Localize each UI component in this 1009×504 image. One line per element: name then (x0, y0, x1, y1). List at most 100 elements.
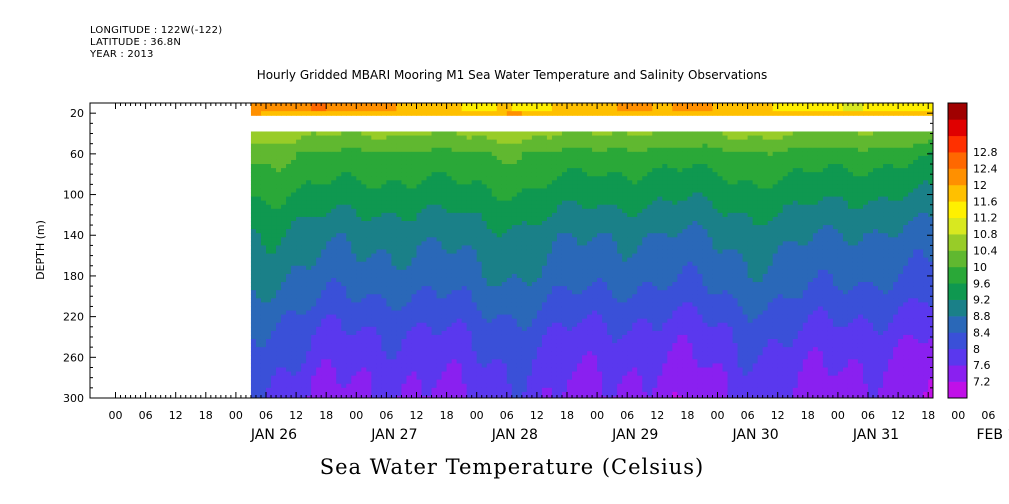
field-cell (336, 221, 342, 226)
field-cell (577, 143, 583, 149)
field-cell (572, 355, 578, 360)
field-cell (501, 391, 508, 397)
field-cell (296, 131, 302, 137)
field-cell (441, 172, 448, 177)
field-cell (466, 273, 473, 279)
field-cell (351, 277, 357, 283)
field-cell (456, 326, 463, 332)
field-cell (441, 188, 448, 194)
field-cell (431, 351, 438, 356)
field-cell (426, 111, 433, 116)
field-cell (371, 294, 377, 299)
field-cell (461, 221, 468, 226)
field-cell (597, 184, 603, 190)
field-cell (406, 257, 413, 263)
field-cell (266, 351, 272, 356)
field-cell (541, 298, 548, 303)
field-cell (326, 147, 332, 153)
field-cell (516, 363, 523, 369)
field-cell (446, 282, 453, 287)
field-cell (597, 212, 603, 218)
field-cell (421, 339, 428, 344)
field-cell (506, 347, 513, 352)
field-cell (561, 249, 568, 255)
field-cell (281, 176, 287, 181)
field-cell (356, 172, 362, 177)
field-cell (572, 143, 578, 149)
field-cell (597, 387, 603, 393)
field-cell (436, 379, 443, 385)
field-cell (481, 143, 488, 149)
field-cell (546, 286, 553, 291)
field-cell (481, 265, 488, 271)
field-cell (446, 237, 453, 242)
field-cell (351, 229, 357, 234)
field-cell (561, 347, 568, 352)
field-cell (431, 111, 438, 116)
field-cell (396, 257, 403, 263)
field-cell (516, 212, 523, 218)
field-cell (366, 159, 372, 165)
field-cell (255, 269, 262, 275)
field-cell (607, 375, 613, 381)
field-cell (567, 330, 573, 336)
field-cell (416, 221, 423, 226)
field-cell (506, 302, 513, 308)
field-cell (351, 111, 357, 116)
field-cell (541, 277, 548, 283)
field-cell (296, 395, 302, 398)
field-cell (471, 176, 478, 181)
field-cell (612, 147, 618, 153)
field-cell (521, 188, 528, 194)
field-cell (431, 131, 438, 137)
field-cell (431, 355, 438, 360)
field-cell (421, 282, 428, 287)
field-cell (361, 151, 367, 157)
field-cell (486, 330, 493, 336)
field-cell (476, 347, 483, 352)
field-cell (582, 151, 588, 157)
field-cell (506, 221, 513, 226)
field-cell (496, 135, 503, 141)
field-cell (311, 269, 317, 275)
field-cell (501, 322, 508, 328)
field-cell (536, 306, 543, 312)
field-cell (260, 131, 267, 137)
field-cell (321, 326, 327, 332)
field-cell (567, 343, 573, 348)
field-cell (250, 298, 257, 303)
field-cell (531, 310, 538, 316)
field-cell (255, 282, 262, 287)
field-cell (296, 168, 302, 173)
field-cell (582, 339, 588, 344)
field-cell (376, 139, 382, 145)
field-cell (291, 107, 297, 112)
field-cell (286, 204, 292, 210)
field-cell (556, 379, 563, 385)
field-cell (356, 147, 362, 153)
field-cell (541, 135, 548, 141)
field-cell (511, 257, 518, 263)
field-cell (536, 155, 543, 161)
field-cell (376, 245, 382, 251)
field-cell (336, 367, 342, 373)
field-cell (331, 363, 337, 369)
field-cell (321, 135, 327, 141)
field-cell (602, 395, 608, 398)
field-cell (546, 269, 553, 275)
field-cell (331, 273, 337, 279)
field-cell (511, 180, 518, 185)
field-cell (341, 395, 347, 398)
field-cell (441, 103, 448, 108)
field-cell (526, 168, 533, 173)
field-cell (461, 269, 468, 275)
field-cell (346, 172, 352, 177)
field-cell (471, 310, 478, 316)
field-cell (371, 330, 377, 336)
field-cell (426, 131, 433, 137)
field-cell (255, 221, 262, 226)
field-cell (391, 159, 398, 165)
chart-title: Hourly Gridded MBARI Mooring M1 Sea Wate… (256, 68, 768, 82)
field-cell (306, 383, 312, 389)
field-cell (301, 286, 307, 291)
